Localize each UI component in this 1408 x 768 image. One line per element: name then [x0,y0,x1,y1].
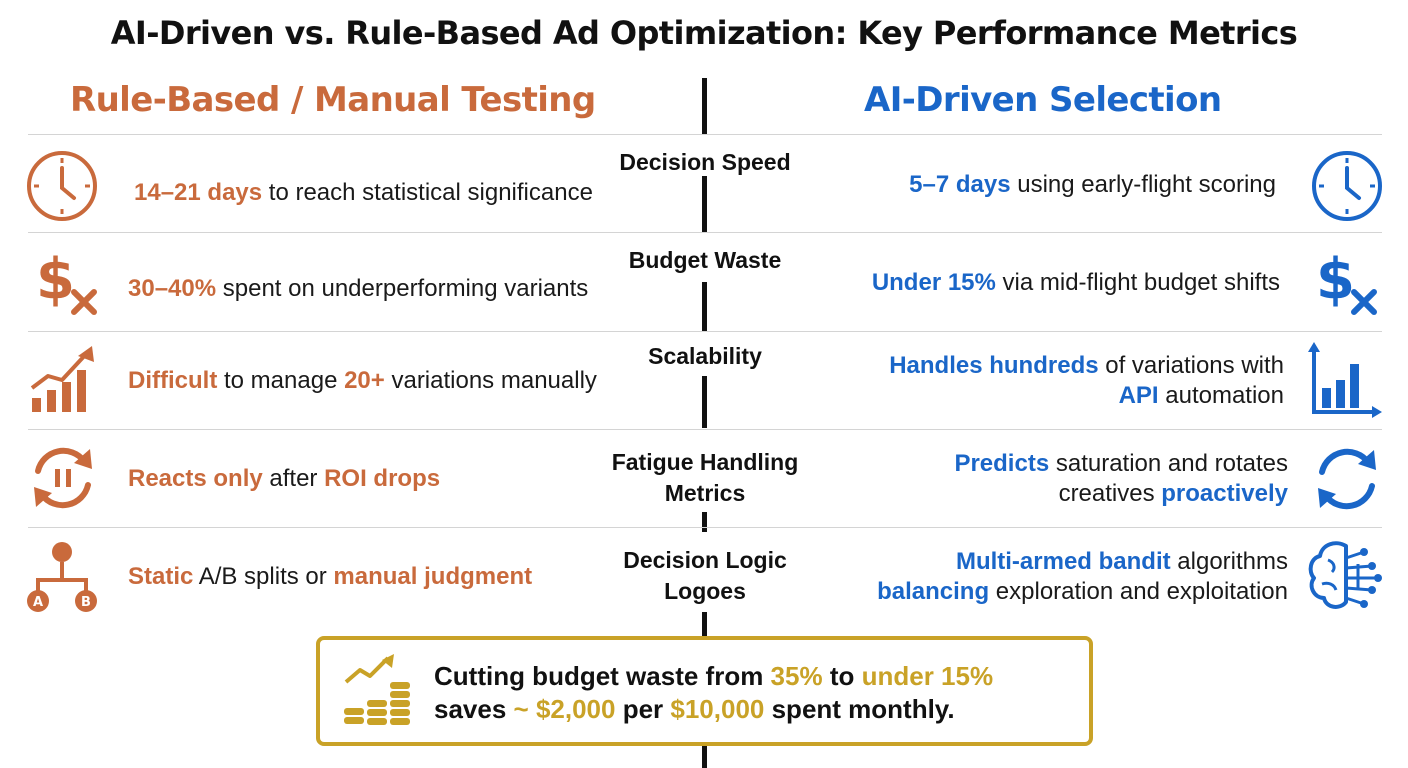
brain-network-icon [1306,538,1386,614]
ai-scalability-text: Handles hundreds of variations with API … [889,352,1284,409]
ai-fatigue-text: Predicts saturation and rotates creative… [954,450,1288,507]
rule-based-decision-speed-text: 14–21 days to reach statistical signific… [134,179,593,206]
clock-icon [1309,148,1385,224]
center-divider-segment [702,376,707,428]
metric-label-scalability: Scalability [560,341,850,372]
coins-growth-icon [342,654,414,730]
rule-based-fatigue-text: Reacts only after ROI drops [128,465,441,492]
row-separator [28,331,1382,332]
ai-decision-logic-text: Multi-armed bandit algorithms balancing … [877,548,1288,605]
ab-split-icon: A B [24,540,100,614]
center-divider-segment [702,612,707,636]
center-divider [702,78,707,134]
refresh-pause-icon [26,441,100,515]
row-separator [28,134,1382,135]
page-title: AI-Driven vs. Rule-Based Ad Optimization… [110,14,1298,52]
ai-decision-speed-text: 5–7 days using early-flight scoring [909,171,1276,198]
metric-label-budget-waste: Budget Waste [560,245,850,276]
savings-callout: Cutting budget waste from 35% to under 1… [316,636,1093,746]
rule-based-decision-logic-text: Static A/B splits or manual judgment [128,563,533,590]
growth-chart-icon [28,344,100,416]
clock-icon [24,148,100,224]
refresh-icon [1310,442,1384,516]
rule-based-budget-waste-text: 30–40% spent on underperforming variants [128,275,589,302]
row-separator [28,232,1382,233]
dollar-x-icon: $ [1312,244,1382,318]
column-heading-rule-based: Rule-Based / Manual Testing [70,80,596,120]
svg-text:$: $ [1316,247,1355,312]
svg-text:A: A [33,595,43,610]
row-separator [28,429,1382,430]
center-divider-segment [702,512,707,532]
metric-label-decision-speed: Decision Speed [560,147,850,178]
row-separator [28,527,1382,528]
metric-label-decision-logic: Decision Logic Logoes [560,545,850,607]
column-heading-ai-driven: AI-Driven Selection [864,80,1222,120]
svg-text:$: $ [36,247,75,312]
ai-budget-waste-text: Under 15% via mid-flight budget shifts [871,269,1280,296]
center-divider-segment [702,746,707,768]
svg-text:B: B [81,595,91,610]
metric-label-fatigue-handling: Fatigue Handling Metrics [560,447,850,509]
dollar-x-icon: $ [32,244,102,318]
callout-text: Cutting budget waste from 35% to under 1… [434,661,994,724]
bar-chart-icon [1306,340,1384,420]
center-divider-segment [702,282,707,332]
rule-based-scalability-text: Difficult to manage 20+ variations manua… [128,367,597,394]
center-divider-segment [702,176,707,232]
